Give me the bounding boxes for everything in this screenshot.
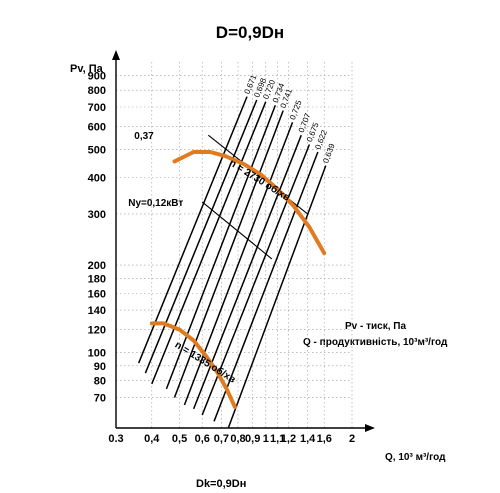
x-tick-label: 1,4: [300, 433, 316, 445]
y-tick-label: 80: [94, 376, 106, 388]
speed-curve: [172, 150, 327, 256]
y-tick-label: 700: [88, 102, 106, 114]
efficiency-line: [183, 122, 294, 406]
axes: [112, 50, 375, 432]
y-tick-label: 600: [88, 121, 106, 133]
legend-capacity: Q - продуктивність, 10³м³/год: [303, 337, 448, 348]
x-tick-label: 0.3: [108, 433, 123, 445]
x-tick-label: 1: [263, 433, 269, 445]
y-tick-label: 140: [88, 305, 106, 317]
power-label: 0,37: [134, 131, 154, 142]
efficiency-line: [201, 144, 311, 416]
y-tick-label: 500: [88, 144, 106, 156]
grid: [115, 62, 353, 428]
x-tick-label: 1,6: [317, 433, 332, 445]
y-tick-label: 800: [88, 85, 106, 97]
y-tick-label: 400: [88, 173, 106, 185]
x-axis-label: Q, 10³ м³/год: [385, 452, 446, 463]
power-label: Ny=0,12кВт: [128, 198, 183, 209]
y-tick-label: 160: [88, 288, 106, 300]
legend-pressure: Pv - тиск, Па: [345, 321, 406, 332]
efficiency-line: [144, 99, 258, 374]
y-tick-label: 300: [88, 209, 106, 221]
chart-subtitle: Dk=0,9Dн: [196, 478, 246, 490]
x-tick-label: 2: [349, 433, 355, 445]
efficiency-line: [151, 101, 267, 385]
y-axis-label: Pv, Па: [70, 63, 104, 75]
y-tick-label: 200: [88, 260, 106, 272]
y-tick-label: 900: [88, 70, 106, 82]
efficiency-line: [213, 151, 319, 422]
power-line: [201, 201, 273, 260]
y-tick-label: 120: [88, 325, 106, 337]
speed-curve: [149, 321, 237, 409]
x-tick-label: 0,7: [214, 433, 229, 445]
y-tick-label: 70: [94, 393, 106, 405]
chart-title: D=0,9Dн: [216, 23, 284, 42]
efficiency-line: [137, 96, 248, 364]
efficiency-line: [165, 104, 277, 390]
efficiency-line: [227, 165, 327, 429]
x-tick-label: 1,1: [270, 433, 285, 445]
x-tick-label: 0,4: [144, 433, 160, 445]
y-axis-arrow: [112, 50, 120, 60]
x-tick-label: 0,6: [195, 433, 210, 445]
series: [149, 150, 327, 409]
x-tick-label: 1,2: [281, 433, 296, 445]
y-tick-label: 180: [88, 273, 106, 285]
x-tick-label: 0,8: [230, 433, 245, 445]
y-tick-label: 90: [94, 361, 106, 373]
x-tick-label: 0,9: [245, 433, 260, 445]
y-tick-label: 100: [88, 348, 106, 360]
speed-curve-label: n = 2730 об/хв: [227, 157, 292, 204]
efficiency-line: [173, 110, 284, 398]
x-tick-label: 0,5: [172, 433, 187, 445]
x-axis-arrow: [365, 424, 375, 432]
